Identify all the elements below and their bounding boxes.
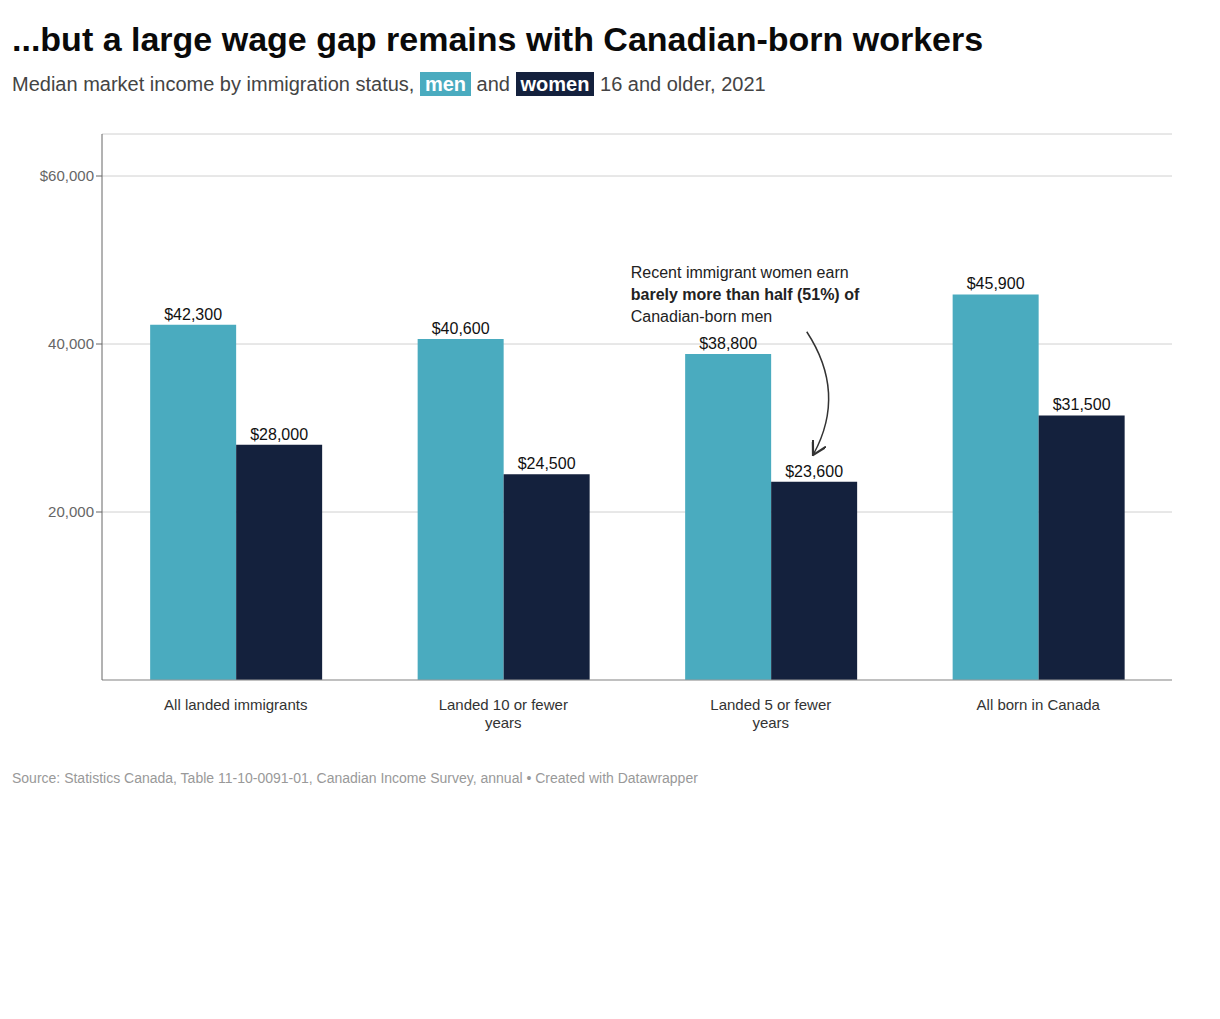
svg-text:$31,500: $31,500 bbox=[1053, 396, 1111, 413]
svg-text:Landed 10 or feweryears: Landed 10 or feweryears bbox=[439, 696, 568, 731]
svg-text:$60,000: $60,000 bbox=[40, 167, 94, 184]
html-text:...but a large wage gap remain: ...but a large wage gap remains with Can… bbox=[12, 20, 984, 58]
svg-text:$28,000: $28,000 bbox=[250, 426, 308, 443]
svg-text:barely more than half (51%) of: barely more than half (51%) of bbox=[631, 286, 860, 303]
svg-text:20,000: 20,000 bbox=[48, 503, 94, 520]
svg-text:Landed 5 or feweryears: Landed 5 or feweryears bbox=[710, 696, 831, 731]
svg-text:All born in Canada: All born in Canada bbox=[977, 696, 1101, 713]
html-text:Median market income by immigr: Median market income by immigration stat… bbox=[12, 73, 766, 95]
svg-text:$24,500: $24,500 bbox=[518, 455, 576, 472]
svg-text:$38,800: $38,800 bbox=[699, 335, 757, 352]
svg-text:Canadian-born men: Canadian-born men bbox=[631, 308, 772, 325]
svg-text:$40,600: $40,600 bbox=[432, 320, 490, 337]
svg-text:40,000: 40,000 bbox=[48, 335, 94, 352]
svg-text:$42,300: $42,300 bbox=[164, 306, 222, 323]
svg-text:$45,900: $45,900 bbox=[967, 275, 1025, 292]
svg-text:$23,600: $23,600 bbox=[785, 463, 843, 480]
svg-text:All landed immigrants: All landed immigrants bbox=[164, 696, 307, 713]
html-text:Source: Statistics Canada, Tab: Source: Statistics Canada, Table 11-10-0… bbox=[12, 770, 698, 786]
svg-text:Recent immigrant women earn: Recent immigrant women earn bbox=[631, 264, 849, 281]
